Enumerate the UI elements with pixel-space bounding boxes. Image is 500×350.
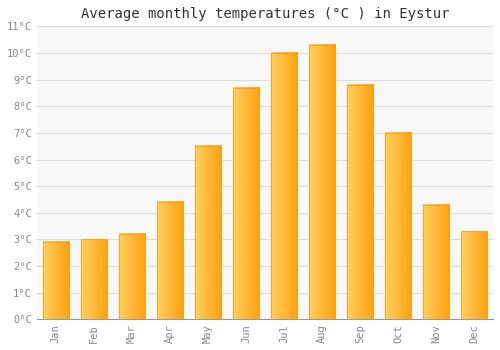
Bar — [194, 146, 221, 320]
Bar — [346, 85, 374, 320]
Bar — [308, 45, 336, 320]
Title: Average monthly temperatures (°C ) in Eystur: Average monthly temperatures (°C ) in Ey… — [80, 7, 449, 21]
Bar — [460, 231, 487, 320]
Bar — [80, 239, 107, 320]
Bar — [118, 234, 145, 320]
Bar — [42, 242, 69, 320]
Bar — [422, 205, 450, 320]
Bar — [270, 53, 297, 320]
Bar — [384, 133, 411, 320]
Bar — [156, 202, 183, 320]
Bar — [232, 88, 259, 320]
